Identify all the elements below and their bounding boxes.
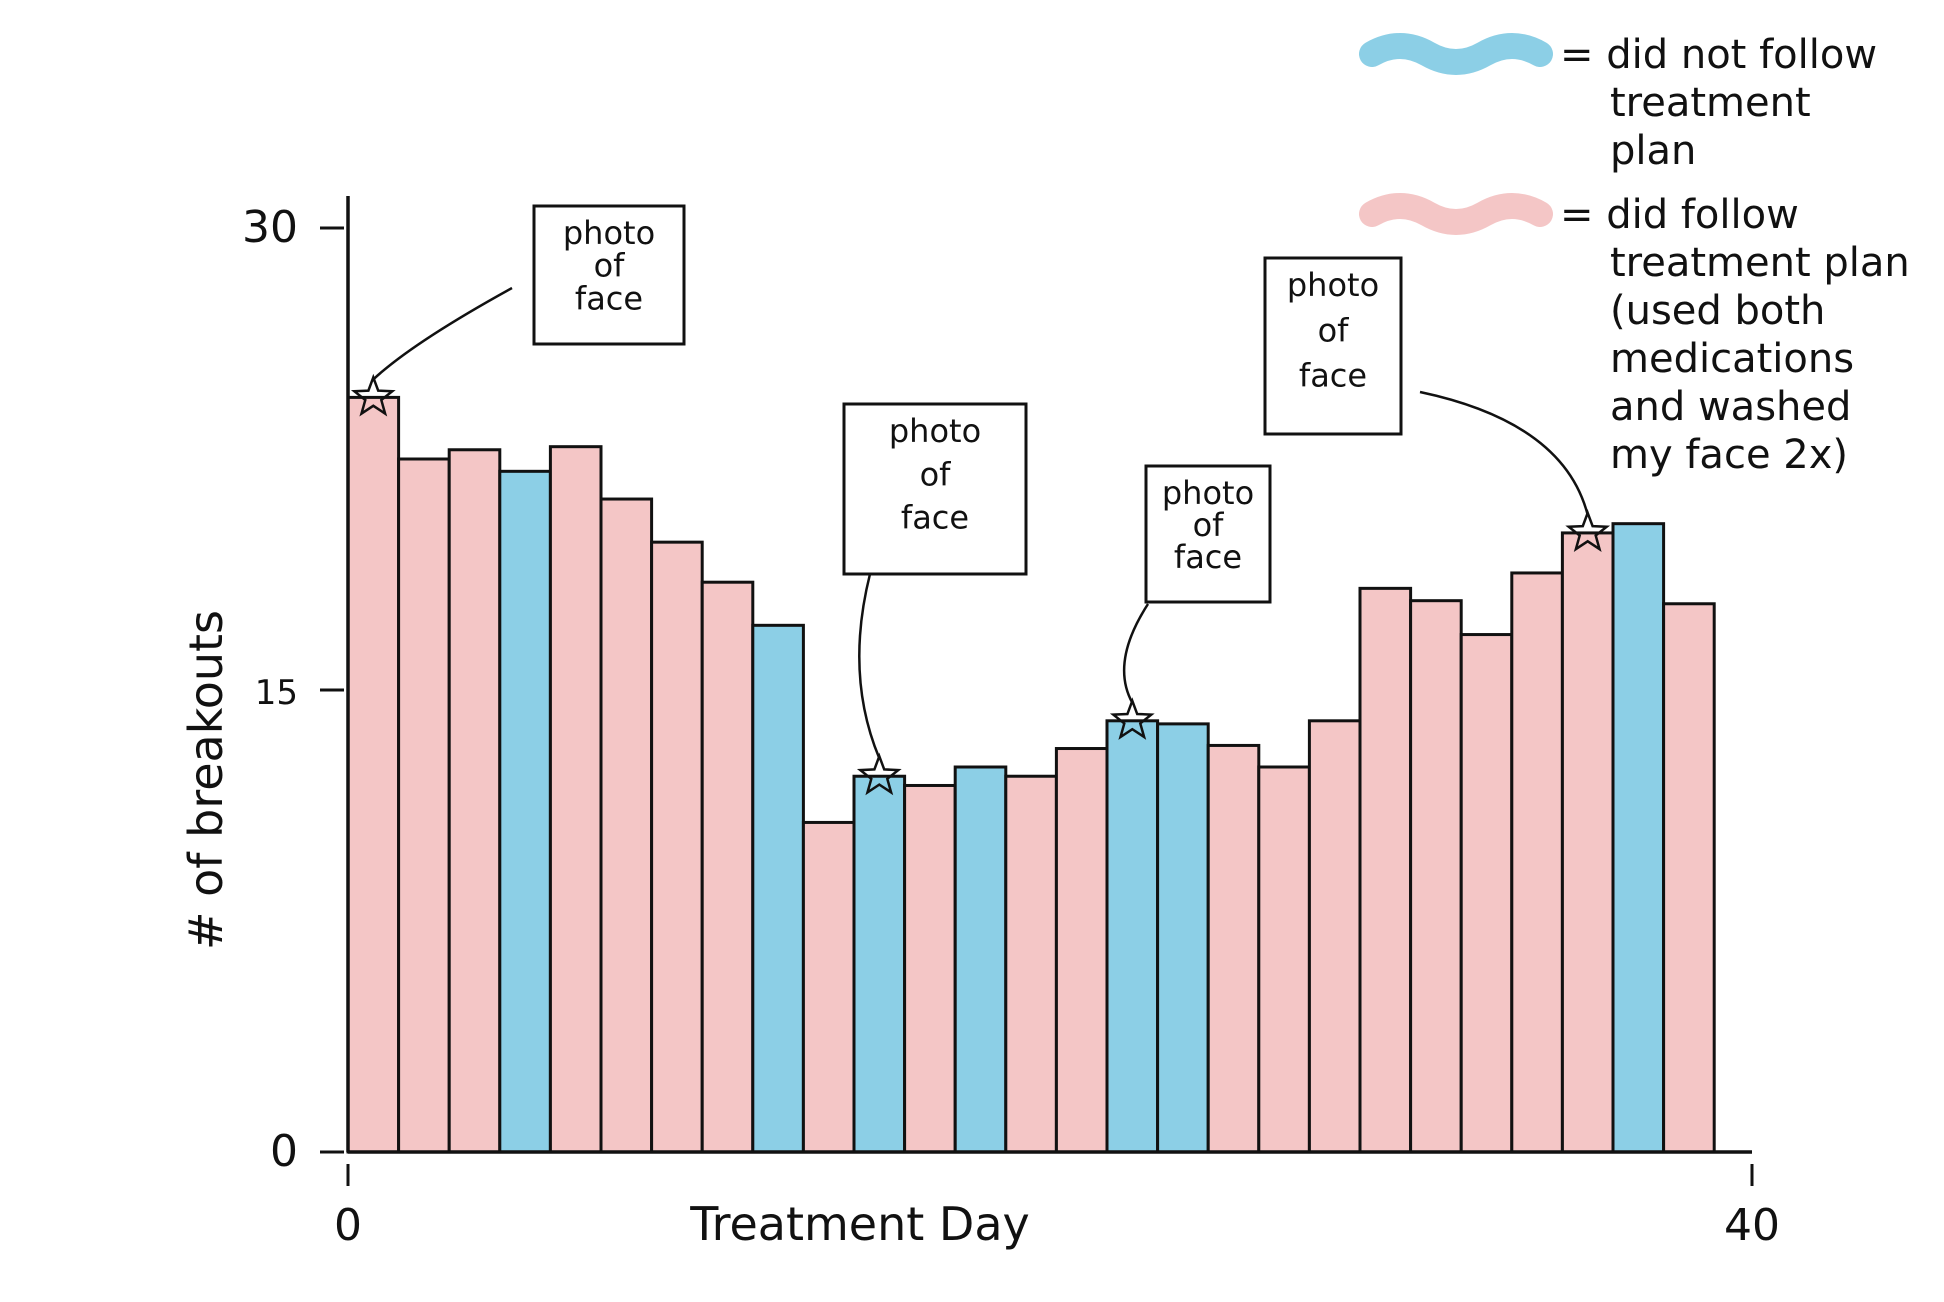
bar-day-26-followed (1662, 602, 1716, 1154)
legend-swatch-followed (1359, 193, 1553, 235)
legend-label-followed: (used both (1610, 288, 1825, 334)
bar-day-5-followed (599, 497, 654, 1154)
legend-label-followed: medications (1610, 336, 1854, 382)
y-tick-label-30: 30 (242, 202, 298, 253)
bar-day-14-followed (1054, 747, 1109, 1154)
photo-callout-text: photo (563, 214, 655, 252)
photo-callout-text: face (1174, 538, 1242, 576)
photo-callout-text: photo (1287, 266, 1379, 304)
photo-callout-box-2 (842, 402, 1028, 576)
bar-day-13-followed (1004, 774, 1058, 1154)
photo-callout-text: face (901, 499, 969, 537)
bar-day-17-followed (1206, 743, 1261, 1154)
bar-day-22-followed (1459, 633, 1514, 1154)
annotation-leader-2 (858, 573, 881, 759)
bar-day-15-not_followed (1105, 719, 1160, 1154)
star-marker-4 (1565, 509, 1611, 552)
legend-label-not_followed: = did not follow (1560, 32, 1877, 78)
bar-day-0-followed (346, 395, 401, 1154)
star-marker-1 (350, 373, 396, 417)
y-tick-label-15: 15 (255, 673, 298, 713)
bar-day-1-followed (397, 457, 451, 1154)
photo-callout-text: of (1318, 311, 1350, 349)
x-axis-title: Treatment Day (689, 1197, 1030, 1251)
y-axis-title: # of breakouts (179, 610, 233, 950)
legend-label-not_followed: plan (1610, 128, 1696, 174)
legend-label-followed: and washed (1610, 384, 1851, 430)
bar-day-23-followed (1510, 571, 1564, 1154)
annotation-leader-3 (1122, 603, 1150, 704)
bar-day-11-followed (903, 783, 957, 1154)
bar-day-7-followed (700, 580, 755, 1154)
bar-day-20-followed (1358, 586, 1413, 1154)
bar-day-24-followed (1560, 531, 1615, 1154)
star-marker-2 (856, 752, 902, 796)
bars-layer (346, 395, 1716, 1154)
bar-day-18-followed (1257, 765, 1311, 1154)
bar-day-6-followed (650, 540, 704, 1154)
legend-swatch-not_followed (1359, 33, 1553, 75)
bar-day-8-not_followed (751, 623, 805, 1154)
annotation-leader-1 (372, 286, 513, 381)
x-tick-label-40: 40 (1724, 1200, 1780, 1251)
legend-label-followed: treatment plan (1610, 240, 1910, 286)
axes-layer: 0 15 30 0 40 (242, 196, 1780, 1251)
legend-label-not_followed: treatment (1610, 80, 1811, 126)
bar-day-12-not_followed (953, 765, 1008, 1154)
bar-day-16-not_followed (1156, 722, 1210, 1154)
annotation-leader-4 (1419, 390, 1589, 516)
photo-callout-text: of (594, 247, 626, 285)
photo-callout-text: of (920, 455, 952, 493)
bar-day-4-followed (548, 445, 603, 1154)
legend-label-followed: my face 2x) (1610, 432, 1848, 478)
photo-callout-text: photo (889, 412, 981, 450)
bar-day-2-followed (447, 448, 502, 1154)
star-marker-3 (1109, 697, 1155, 740)
bar-day-10-not_followed (852, 774, 907, 1154)
bar-day-25-not_followed (1611, 522, 1666, 1154)
bar-day-19-followed (1307, 719, 1362, 1154)
bar-day-3-not_followed (498, 469, 552, 1154)
bar-day-21-followed (1409, 599, 1463, 1154)
photo-callout-text: face (575, 279, 643, 317)
x-tick-label-0: 0 (334, 1200, 362, 1251)
photo-callout-text: photo (1162, 474, 1254, 512)
photo-callout-text: of (1193, 506, 1225, 544)
bar-day-9-followed (801, 820, 856, 1154)
legend-label-followed: = did follow (1560, 192, 1799, 238)
photo-callout-text: face (1299, 357, 1367, 395)
annotations-layer: photooffacephotooffacephotooffacephotoof… (350, 204, 1611, 796)
photo-callout-box-1 (532, 204, 686, 346)
y-tick-label-0: 0 (270, 1126, 298, 1177)
photo-callout-box-4 (1263, 256, 1403, 436)
photo-callout-box-3 (1144, 464, 1272, 604)
